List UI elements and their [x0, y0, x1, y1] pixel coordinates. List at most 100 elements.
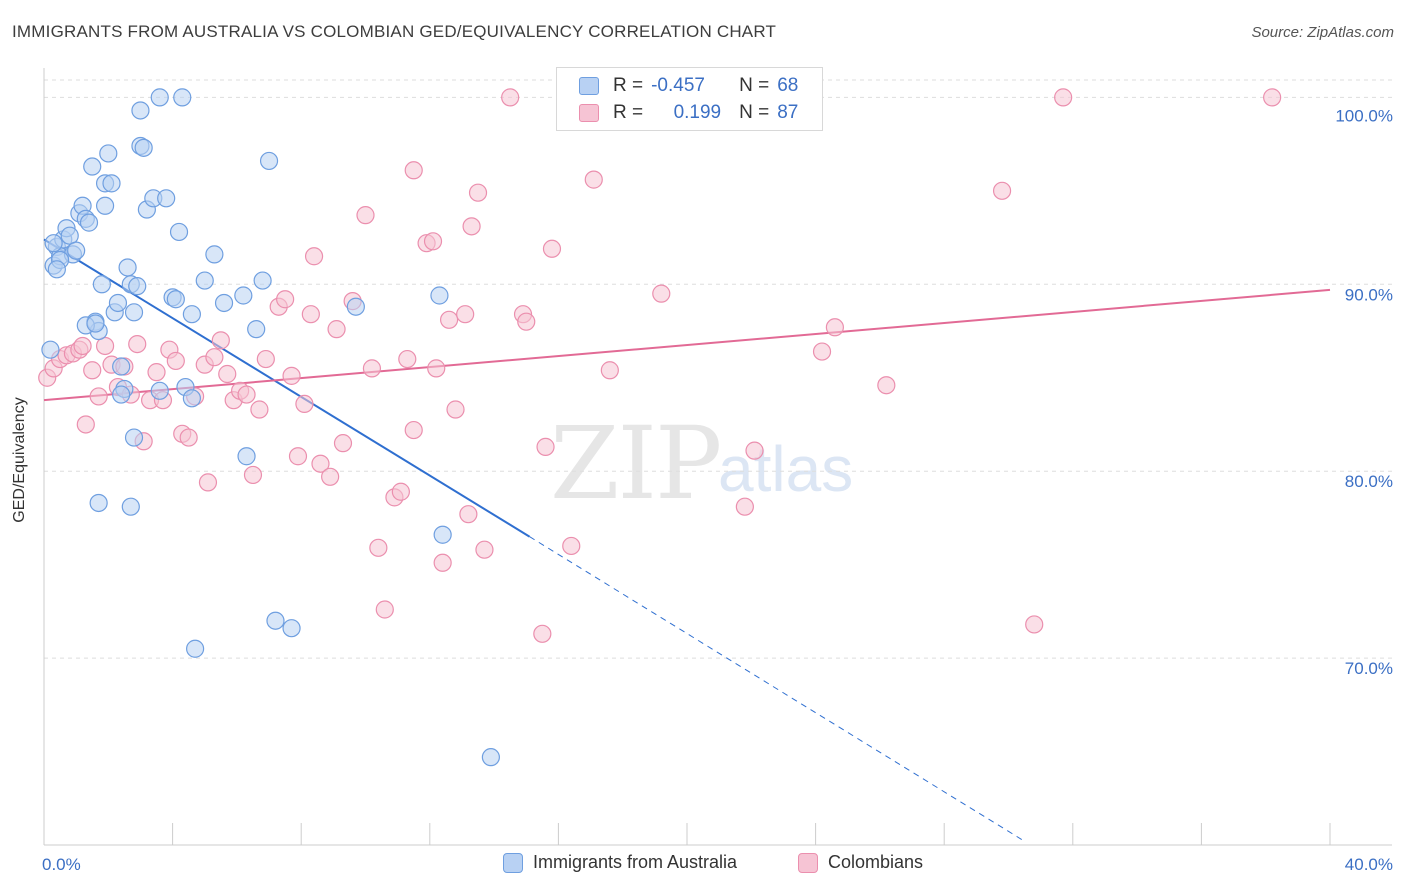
- colombians-point: [517, 312, 536, 331]
- australia-point: [253, 271, 272, 290]
- australia-point: [346, 297, 365, 316]
- australia-point: [166, 290, 185, 309]
- colombians-point: [404, 420, 423, 440]
- australia-point: [131, 101, 150, 120]
- australia-point: [266, 611, 285, 630]
- australia-point: [112, 385, 131, 404]
- colombians-point: [327, 320, 346, 339]
- colombians-point: [433, 553, 452, 572]
- colombians-point: [369, 538, 388, 557]
- colombians-point: [745, 441, 764, 460]
- australia-point: [118, 258, 137, 277]
- australia-point: [47, 260, 66, 279]
- colombians-point: [600, 361, 619, 380]
- australia-point: [134, 138, 153, 157]
- colombians-point: [276, 290, 295, 309]
- australia-point: [186, 639, 205, 658]
- australia-points: [41, 88, 500, 767]
- legend-row-australia: R = -0.457 N = 68: [579, 74, 798, 98]
- colombians-point: [218, 364, 237, 384]
- colombians-point: [356, 206, 375, 225]
- australia-point: [433, 525, 452, 544]
- australia-point: [182, 305, 201, 324]
- australia-point: [214, 293, 234, 313]
- colombians-point: [398, 349, 417, 369]
- australia-point: [86, 314, 105, 333]
- watermark-atlas: atlas: [718, 433, 854, 505]
- source-credit: Source: ZipAtlas.com: [1251, 24, 1394, 41]
- australia-point: [67, 241, 86, 260]
- australia-point: [173, 88, 192, 107]
- legend-swatch-colombians: [579, 104, 599, 122]
- colombians-point: [321, 467, 340, 486]
- australia-point: [430, 286, 449, 305]
- legend-row-colombians: R = 0.199 N = 87: [579, 101, 798, 125]
- australia-point: [150, 381, 169, 400]
- colombians-point: [73, 336, 92, 356]
- australia-point: [89, 493, 108, 513]
- legend-label-colombians: Colombians: [828, 852, 924, 872]
- colombians-point: [362, 359, 382, 378]
- legend-item-colombians[interactable]: Colombians: [798, 852, 923, 873]
- australia-point: [41, 340, 60, 359]
- colombians-point: [391, 482, 410, 501]
- australia-point: [247, 320, 266, 339]
- colombians-point: [89, 387, 108, 406]
- australia-trend-extension: [529, 536, 1025, 842]
- colombians-point: [404, 161, 423, 180]
- colombians-point: [243, 465, 263, 485]
- colombians-point: [456, 305, 475, 324]
- colombians-point: [533, 624, 552, 643]
- australia-point: [157, 189, 176, 208]
- colombians-point: [95, 336, 115, 356]
- x-tick-label: 40.0%: [1345, 855, 1393, 874]
- colombians-point: [295, 394, 314, 414]
- trend-lines: [43, 238, 1331, 842]
- colombians-point: [735, 497, 754, 516]
- australia-point: [124, 303, 144, 322]
- colombians-points: [38, 88, 1282, 643]
- australia-point: [481, 748, 500, 767]
- colombians-point: [501, 88, 520, 107]
- australia-point: [83, 157, 102, 176]
- colombians-point: [83, 361, 102, 380]
- colombians-point: [475, 540, 494, 559]
- y-tick-label: 100.0%: [1335, 106, 1393, 125]
- colombians-point: [812, 342, 832, 361]
- colombians-point: [462, 217, 481, 236]
- tick-labels: 70.0% 80.0% 90.0% 100.0% 0.0% 40.0%: [42, 106, 1393, 874]
- australia-point: [102, 174, 121, 193]
- legend-n-label: N =: [739, 102, 770, 123]
- australia-point: [95, 196, 115, 215]
- australia-point: [60, 226, 79, 245]
- colombians-point: [304, 247, 324, 266]
- colombians-point: [250, 400, 269, 419]
- colombians-point: [459, 505, 478, 524]
- colombians-point: [288, 447, 308, 466]
- legend-item-australia[interactable]: Immigrants from Australia: [503, 852, 737, 873]
- colombians-point: [301, 305, 320, 324]
- colombians-point: [825, 318, 844, 337]
- colombians-point: [423, 232, 443, 251]
- australia-point: [108, 293, 128, 313]
- colombians-point: [439, 310, 459, 329]
- australia-point: [112, 357, 131, 376]
- colombians-point: [311, 454, 330, 473]
- australia-point: [44, 234, 63, 253]
- colombians-point: [282, 366, 301, 385]
- x-tick-label: 0.0%: [42, 855, 81, 874]
- grid-lines: [44, 79, 1392, 659]
- australia-point: [195, 271, 214, 290]
- australia-point: [150, 88, 169, 107]
- colombians-point: [256, 349, 275, 369]
- colombians-point: [375, 600, 394, 619]
- legend-r-label: R =: [613, 102, 644, 123]
- legend-r-value: -0.457: [651, 75, 705, 96]
- colombians-point: [536, 437, 555, 456]
- legend-n-value: 68: [777, 75, 799, 96]
- colombians-point: [179, 428, 198, 447]
- colombians-point: [1054, 88, 1073, 107]
- australia-point: [205, 245, 224, 264]
- y-tick-label: 90.0%: [1345, 285, 1393, 304]
- colombians-point: [205, 348, 224, 367]
